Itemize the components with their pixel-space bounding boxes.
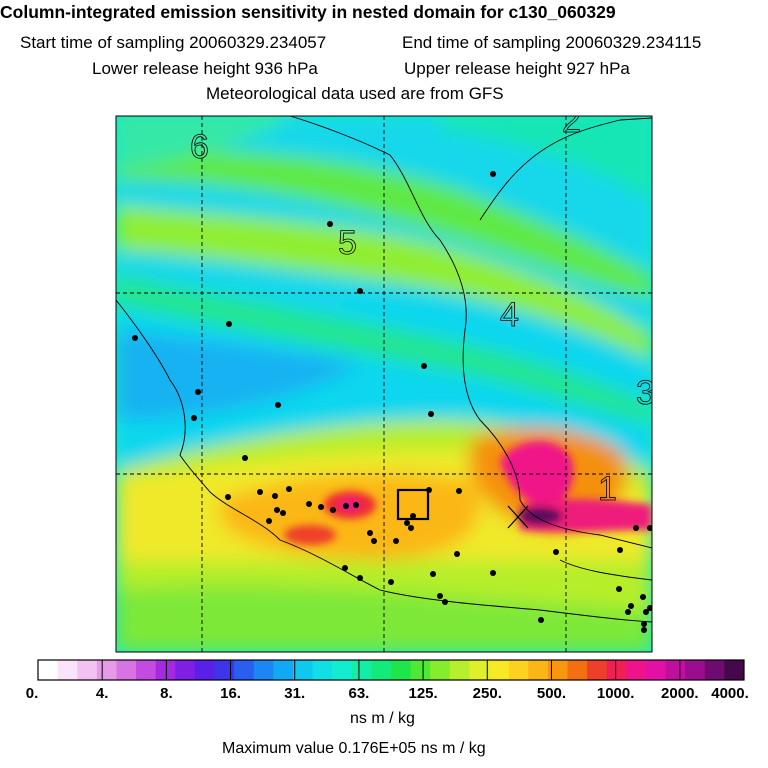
colorbar-bin: [175, 660, 196, 680]
colorbar-bin: [685, 660, 706, 680]
colorbar-bin: [645, 660, 667, 680]
colorbar-bin: [391, 660, 412, 680]
colorbar-bin: [116, 660, 137, 680]
colorbar-bin: [489, 660, 510, 680]
plume-label-4: 4: [500, 296, 519, 334]
colorbar-bin: [704, 660, 725, 680]
station-dots: [132, 171, 652, 633]
grid-lines: [116, 116, 652, 652]
colorbar-bin: [57, 660, 78, 680]
colorbar-bin: [528, 660, 549, 680]
colorbar-bin: [665, 660, 686, 680]
colorbar-bin: [96, 660, 117, 680]
colorbar-tick-label: 8.: [160, 685, 173, 702]
colorbar-tick-label: 2000.: [661, 685, 699, 702]
colorbar-tick-label: 250.: [472, 685, 502, 702]
colorbar-units-label: ns m / kg: [350, 710, 415, 727]
colorbar-bin: [351, 660, 372, 680]
colorbar-tick-label: 31.: [284, 685, 306, 702]
colorbar-bin: [77, 660, 98, 680]
colorbar-bin: [587, 660, 608, 680]
chart-title: Column-integrated emission sensitivity i…: [0, 2, 616, 22]
x-marker: [507, 505, 529, 529]
lower-release-height-label: Lower release height 936 hPa: [92, 59, 318, 78]
colorbar-bin: [332, 660, 353, 680]
release-box: [396, 488, 430, 521]
end-time-label: End time of sampling 20060329.234115: [402, 33, 702, 52]
colorbar-bin: [214, 660, 235, 680]
colorbar-tick-label: 4000.: [711, 685, 749, 702]
colorbar-bin: [194, 660, 215, 680]
colorbar-tick-label: 125.: [408, 685, 438, 702]
colorbar-bin: [38, 660, 59, 680]
colorbar-tick-label: 0.: [25, 685, 39, 702]
colorbar-bin: [155, 660, 176, 680]
plume-labels: 6 5 4 3 2 1: [190, 102, 655, 508]
plume-label-1: 1: [598, 470, 617, 508]
coastline: [116, 116, 652, 623]
plume-label-5: 5: [338, 224, 357, 262]
colorbar-tick-label: 4.: [95, 685, 109, 702]
colorbar-bin: [547, 660, 568, 680]
heatmap-field: 6 5 4 3 2 1: [116, 102, 655, 652]
colorbar-tick-label: 63.: [348, 685, 370, 702]
plume-label-2: 2: [562, 102, 581, 140]
colorbar-bin: [371, 660, 392, 680]
start-time-label: Start time of sampling 20060329.234057: [20, 33, 327, 52]
plume-label-6: 6: [190, 128, 209, 166]
colorbar-bin: [567, 660, 588, 680]
colorbar-bin: [312, 660, 333, 680]
colorbar-frame: [37, 659, 745, 681]
colorbar-bin: [430, 660, 451, 680]
colorbar-bin: [253, 660, 274, 680]
plume-label-3: 3: [636, 374, 655, 412]
upper-release-height-label: Upper release height 927 hPa: [404, 59, 630, 78]
plot-frame: [115, 115, 653, 653]
colorbar-bin: [410, 660, 431, 680]
met-data-label: Meteorological data used are from GFS: [206, 84, 504, 103]
colorbar-bin: [273, 660, 294, 680]
colorbar-bin: [626, 660, 647, 680]
colorbar-bin: [234, 660, 255, 680]
colorbar-bin: [136, 660, 157, 680]
colorbar-bin: [292, 660, 314, 680]
colorbar-bin: [508, 660, 529, 680]
colorbar-bin: [606, 660, 627, 680]
colorbar-tick-label: 1000.: [596, 685, 635, 702]
colorbar-bin: [469, 660, 490, 680]
colorbar-tick-label: 16.: [220, 685, 241, 702]
colorbar-tick-label: 500.: [536, 685, 567, 702]
maximum-value-label: Maximum value 0.176E+05 ns m / kg: [222, 740, 486, 757]
colorbar-bin: [449, 660, 470, 680]
colorbar-bin: [724, 660, 745, 680]
